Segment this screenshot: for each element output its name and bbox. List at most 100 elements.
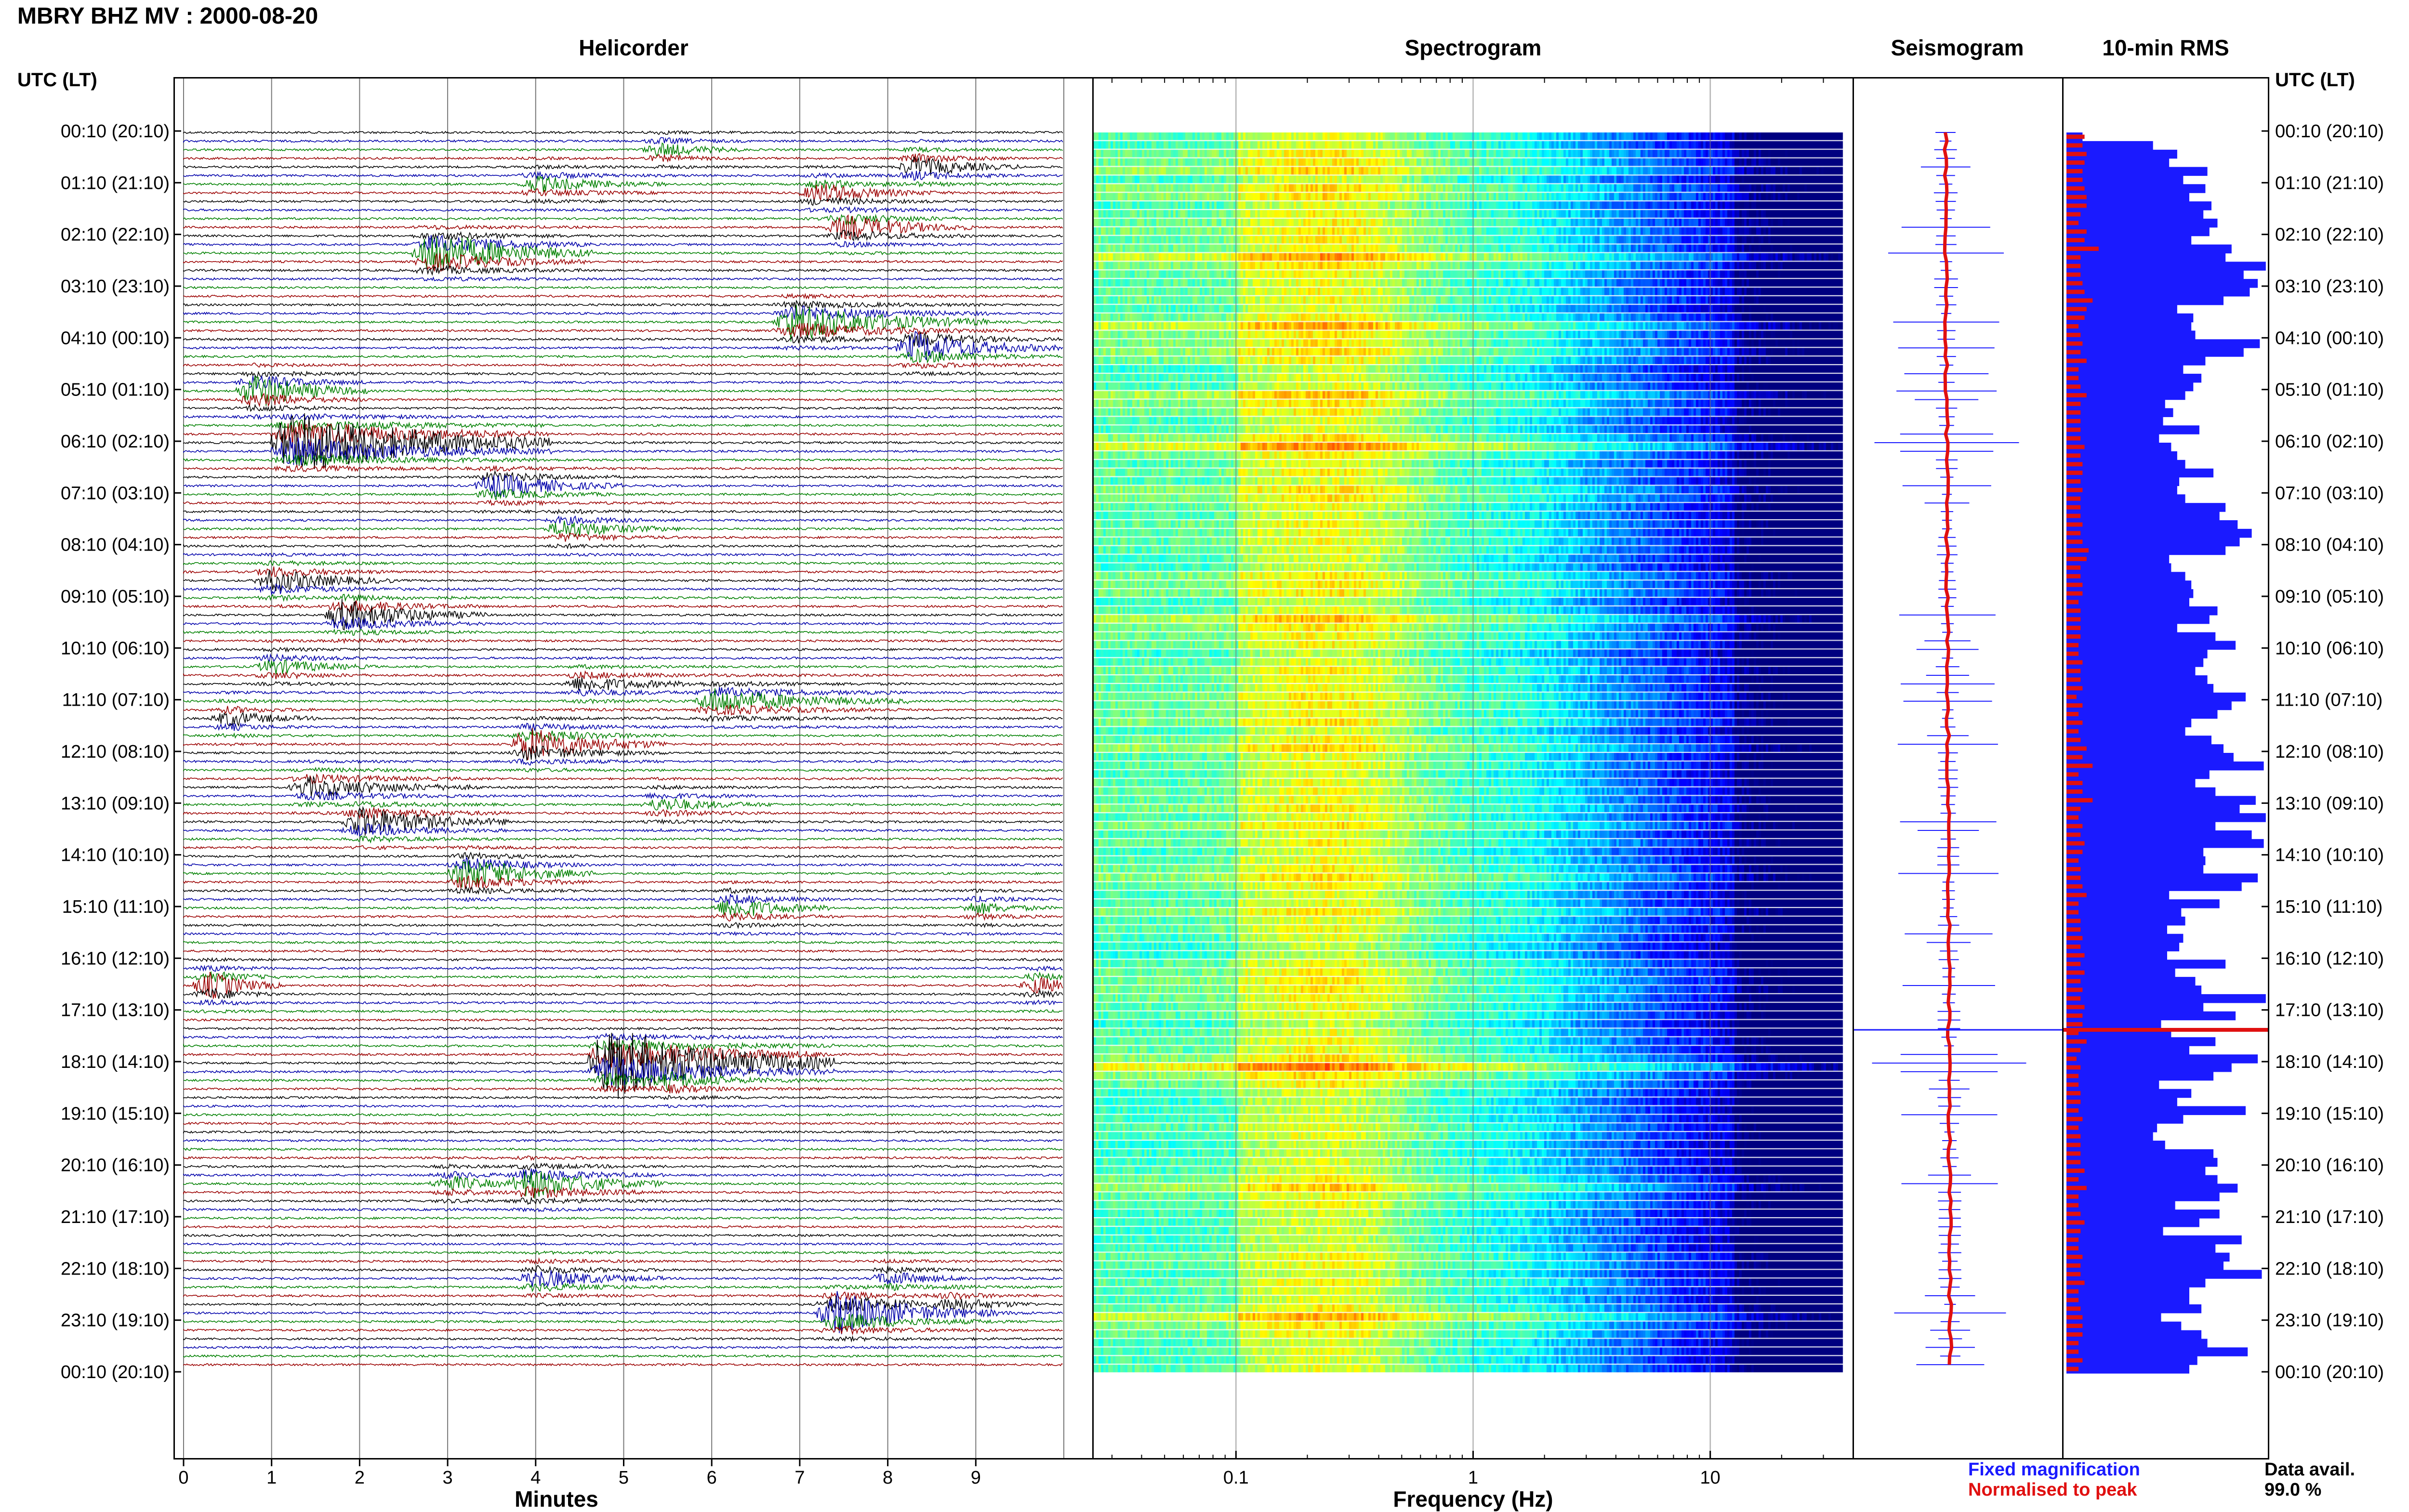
rms-fixed-bar xyxy=(2066,175,2184,184)
time-label-left: 17:10 (13:10) xyxy=(61,1000,170,1021)
rms-normalised-bar xyxy=(2066,651,2079,656)
helicorder-trace-row xyxy=(183,464,1063,473)
time-label-left: 06:10 (02:10) xyxy=(61,432,170,452)
time-label-right: 09:10 (05:10) xyxy=(2275,587,2384,607)
rms-fixed-bar xyxy=(2066,184,2206,193)
rms-fixed-bar xyxy=(2066,408,2173,417)
rms-normalised-bar xyxy=(2066,1013,2083,1018)
helicorder-trace-row xyxy=(183,1325,1063,1336)
rms-normalised-bar xyxy=(2066,496,2081,501)
rms-fixed-bar xyxy=(2066,623,2177,633)
rms-fixed-bar xyxy=(2066,1063,2232,1072)
rms-normalised-bar xyxy=(2066,1280,2085,1285)
time-label-right: 10:10 (06:10) xyxy=(2275,638,2384,658)
time-label-right: 03:10 (23:10) xyxy=(2275,276,2384,297)
rms-normalised-bar xyxy=(2066,945,2081,949)
minute-tick-label: 0 xyxy=(178,1468,188,1488)
rms-fixed-bar xyxy=(2066,477,2180,486)
rms-fixed-bar xyxy=(2066,873,2258,882)
helicorder-trace-row xyxy=(183,361,1063,369)
rms-fixed-bar xyxy=(2066,520,2238,529)
rms-fixed-bar xyxy=(2066,451,2177,460)
minute-tick-label: 2 xyxy=(355,1468,365,1488)
rms-normalised-bar xyxy=(2066,884,2083,889)
minute-tick-label: 6 xyxy=(707,1468,717,1488)
rms-normalised-bar xyxy=(2066,462,2083,467)
rms-fixed-bar xyxy=(2066,1210,2220,1219)
time-label-right: 14:10 (10:10) xyxy=(2275,845,2384,866)
helicorder-trace-row xyxy=(183,560,1063,566)
helicorder-trace-row xyxy=(183,509,1063,515)
rms-normalised-bar xyxy=(2066,798,2093,802)
rms-fixed-bar xyxy=(2066,339,2260,348)
rms-title: 10-min RMS xyxy=(2102,35,2229,60)
rms-normalised-bar xyxy=(2066,1100,2081,1104)
helicorder-trace-row xyxy=(183,404,1063,412)
rms-normalised-bar xyxy=(2066,591,2083,596)
helicorder-trace-row xyxy=(183,1147,1063,1151)
rms-normalised-bar xyxy=(2066,376,2079,381)
helicorder-trace-row xyxy=(183,711,1063,727)
helicorder-trace-row xyxy=(183,253,1063,273)
rms-normalised-bar xyxy=(2066,324,2079,329)
rms-normalised-bar xyxy=(2066,332,2081,337)
rms-fixed-bar xyxy=(2066,563,2171,572)
rms-normalised-bar xyxy=(2066,695,2077,699)
rms-fixed-bar xyxy=(2066,1157,2218,1167)
spectrogram-image xyxy=(1094,79,1853,1458)
rms-fixed-bar xyxy=(2066,736,2211,745)
rms-fixed-bar xyxy=(2066,1365,2189,1374)
time-label-right: 00:10 (20:10) xyxy=(2275,121,2384,142)
rms-fixed-bar xyxy=(2066,718,2192,727)
helicorder-trace-row xyxy=(183,1196,1063,1205)
rms-fixed-bar xyxy=(2066,994,2266,1003)
helicorder-trace-row xyxy=(183,543,1063,550)
helicorder-trace-row xyxy=(183,1094,1063,1101)
rms-normalised-bar xyxy=(2066,427,2081,432)
rms-fixed-bar xyxy=(2066,201,2211,210)
time-label-right: 13:10 (09:10) xyxy=(2275,793,2384,814)
rms-fixed-bar xyxy=(2066,701,2232,710)
helicorder-trace-row xyxy=(183,453,1063,466)
helicorder-trace-row xyxy=(183,1234,1063,1237)
helicorder-trace-row xyxy=(183,600,1063,614)
rms-fixed-bar xyxy=(2066,580,2192,590)
time-label-right: 21:10 (17:10) xyxy=(2275,1207,2384,1227)
rms-fixed-bar xyxy=(2066,1002,2204,1012)
helicorder-trace-row xyxy=(183,1257,1063,1265)
rms-normalised-bar xyxy=(2066,1272,2081,1276)
rms-normalised-bar xyxy=(2066,1194,2079,1199)
helicorder-trace-row xyxy=(183,775,1063,798)
seismogram-title: Seismogram xyxy=(1891,35,2024,60)
helicorder-trace-row xyxy=(183,1070,1063,1091)
helicorder-trace-row xyxy=(183,1296,1063,1312)
helicorder-xlabel: Minutes xyxy=(515,1486,598,1512)
seismogram-panel xyxy=(1853,77,2064,1459)
rms-normalised-bar xyxy=(2066,1030,2079,1035)
helicorder-trace-row xyxy=(183,276,1063,282)
rms-normalised-bar xyxy=(2066,987,2083,992)
freq-tick-label: 10 xyxy=(1700,1468,1721,1488)
rms-normalised-bar xyxy=(2066,513,2081,518)
rms-normalised-bar xyxy=(2066,445,2085,449)
rms-fixed-bar xyxy=(2066,1183,2238,1193)
rms-fixed-bar xyxy=(2066,1054,2258,1064)
rms-normalised-bar xyxy=(2066,660,2083,665)
rms-normalised-bar xyxy=(2066,755,2083,760)
helicorder-panel xyxy=(173,77,1094,1459)
helicorder-trace-row xyxy=(183,237,1063,270)
time-label-right: 19:10 (15:10) xyxy=(2275,1104,2384,1124)
rms-normalised-bar xyxy=(2066,436,2081,441)
helicorder-title: Helicorder xyxy=(579,35,688,60)
helicorder-trace-row xyxy=(183,374,1063,390)
rms-fixed-bar xyxy=(2066,856,2206,866)
rms-fixed-bar xyxy=(2066,968,2175,977)
legend-normalised-to-peak: Normalised to peak xyxy=(1968,1480,2137,1500)
rms-fixed-bar xyxy=(2066,537,2240,547)
helicorder-trace-row xyxy=(183,964,1063,972)
helicorder-trace-row xyxy=(183,305,1063,321)
rms-normalised-bar xyxy=(2066,867,2081,871)
rms-normalised-bar xyxy=(2066,1332,2083,1337)
helicorder-trace-row xyxy=(183,300,1063,309)
rms-fixed-bar xyxy=(2066,1356,2197,1365)
